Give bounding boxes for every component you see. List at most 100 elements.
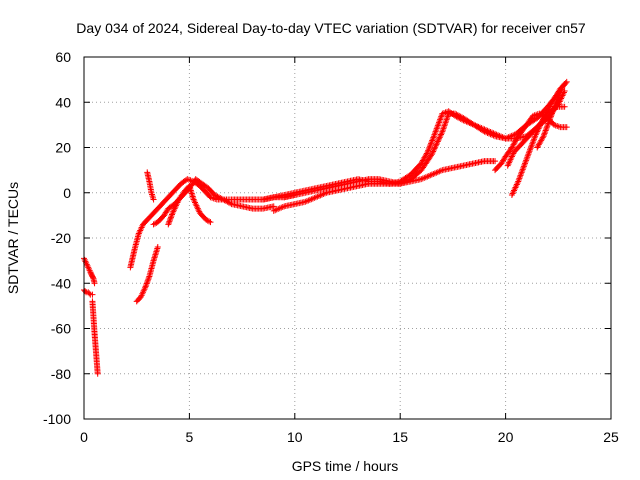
data-point: [430, 147, 437, 154]
data-points: [81, 78, 570, 377]
data-point: [167, 215, 174, 222]
data-point: [430, 134, 437, 141]
data-point: [145, 276, 152, 283]
data-point: [556, 89, 563, 96]
data-point: [550, 106, 557, 113]
y-tick-label: -80: [51, 366, 71, 382]
data-point: [553, 97, 560, 104]
data-point: [546, 117, 553, 124]
data-point: [207, 219, 214, 226]
data-point: [428, 138, 435, 145]
data-point: [563, 124, 570, 131]
data-point: [425, 146, 432, 153]
y-tick-label: -40: [51, 275, 71, 291]
data-point: [143, 281, 150, 288]
data-point: [552, 102, 559, 109]
x-tick-label: 20: [498, 429, 514, 445]
data-point: [438, 131, 445, 138]
data-point: [541, 131, 548, 138]
data-point: [89, 274, 96, 281]
data-point: [539, 134, 546, 141]
data-point: [544, 121, 551, 128]
data-point: [544, 123, 551, 130]
y-tick-label: 20: [55, 140, 71, 156]
data-point: [437, 132, 444, 139]
data-point: [429, 136, 436, 143]
data-point: [492, 158, 499, 165]
data-point: [563, 78, 570, 85]
data-point: [552, 100, 559, 107]
data-point: [169, 211, 176, 218]
data-point: [562, 80, 569, 87]
data-point: [431, 145, 438, 152]
series-arc-1: [81, 255, 98, 287]
data-point: [165, 221, 172, 228]
data-point: [166, 217, 173, 224]
data-point: [554, 95, 561, 102]
data-point: [435, 137, 442, 144]
data-point: [545, 120, 552, 127]
data-point: [165, 220, 172, 227]
data-point: [227, 200, 234, 207]
x-tick-label: 10: [287, 429, 303, 445]
data-point: [546, 116, 553, 123]
data-point: [561, 103, 568, 110]
plot-frame: [83, 56, 612, 420]
data-point: [167, 214, 174, 221]
data-point: [556, 90, 563, 97]
data-point: [545, 119, 552, 126]
data-point: [91, 280, 98, 287]
x-tick-label: 0: [80, 429, 88, 445]
data-point: [206, 218, 213, 225]
x-tick-label: 5: [186, 429, 194, 445]
data-point: [553, 99, 560, 106]
series-arc-8: [165, 182, 214, 228]
series-arc-3: [89, 298, 101, 377]
data-point: [434, 139, 441, 146]
series-arc-5: [133, 244, 161, 305]
data-point: [436, 135, 443, 142]
x-axis-label: GPS time / hours: [292, 458, 399, 474]
data-point: [144, 279, 151, 286]
data-point: [428, 140, 435, 147]
data-point: [542, 127, 549, 134]
data-point: [424, 149, 431, 156]
data-point: [425, 147, 432, 154]
data-point: [144, 277, 151, 284]
y-tick-label: -60: [51, 321, 71, 337]
data-point: [142, 284, 149, 291]
data-point: [554, 96, 561, 103]
data-point: [434, 138, 441, 145]
data-point: [547, 114, 554, 121]
data-point: [543, 126, 550, 133]
data-point: [548, 111, 555, 118]
data-point: [150, 196, 157, 203]
x-tick-label: 15: [392, 429, 408, 445]
data-point: [145, 274, 152, 281]
data-point: [557, 87, 564, 94]
data-point: [436, 134, 443, 141]
data-point: [154, 244, 161, 251]
data-point: [438, 130, 445, 137]
data-point: [551, 103, 558, 110]
y-tick-label: 60: [55, 49, 71, 65]
y-tick-label: 0: [63, 185, 71, 201]
data-point: [542, 128, 549, 135]
data-point: [541, 130, 548, 137]
data-point: [469, 121, 476, 128]
data-point: [547, 113, 554, 120]
data-point: [430, 148, 437, 155]
data-point: [548, 110, 555, 117]
y-axis-label: SDTVAR / TECUs: [5, 182, 21, 294]
y-tick-label: -100: [43, 411, 71, 427]
data-point: [432, 144, 439, 151]
series-arc-15: [534, 87, 564, 151]
data-point: [432, 142, 439, 149]
data-point: [428, 151, 435, 158]
data-point: [549, 109, 556, 116]
data-point: [555, 92, 562, 99]
chart-title: Day 034 of 2024, Sidereal Day-to-day VTE…: [76, 20, 586, 36]
data-point: [168, 212, 175, 219]
